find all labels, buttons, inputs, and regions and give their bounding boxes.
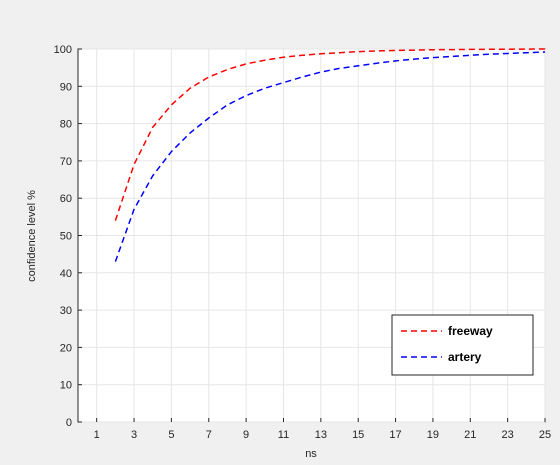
y-tick-label: 20 [60,342,72,354]
y-axis-ticks: 0 10 20 30 40 50 60 70 80 90 100 [54,44,82,429]
x-tick-label: 5 [168,429,174,441]
y-tick-label: 100 [54,44,72,56]
y-tick-label: 10 [60,380,72,392]
x-tick-label: 25 [539,429,551,441]
y-tick-label: 90 [60,81,72,93]
x-tick-label: 1 [94,429,100,441]
y-tick-label: 50 [60,231,72,243]
y-axis-label: confidence level % [26,190,38,282]
x-tick-label: 21 [464,429,476,441]
y-tick-label: 30 [60,305,72,317]
x-tick-label: 11 [278,429,289,441]
x-tick-label: 9 [243,429,249,441]
legend-box [391,314,534,376]
series-line-artery [114,51,546,262]
x-axis-label: ns [305,448,317,460]
legend: freeway artery [391,314,534,376]
x-tick-label: 7 [206,429,212,441]
x-tick-label: 13 [315,429,327,441]
x-tick-label: 19 [427,429,439,441]
legend-label-freeway: freeway [448,324,493,338]
x-tick-label: 23 [502,429,514,441]
y-tick-label: 0 [66,417,72,429]
x-tick-label: 17 [389,429,401,441]
series-line-freeway [114,48,546,221]
y-tick-label: 60 [60,193,72,205]
series-lines [114,48,546,262]
x-tick-label: 15 [352,429,364,441]
legend-label-artery: artery [448,350,482,364]
y-tick-label: 40 [60,268,72,280]
x-tick-label: 3 [131,429,137,441]
x-axis-ticks: 1 3 5 7 9 11 13 15 17 19 21 23 25 [94,418,551,441]
y-tick-label: 70 [60,156,72,168]
y-tick-label: 80 [60,119,72,131]
